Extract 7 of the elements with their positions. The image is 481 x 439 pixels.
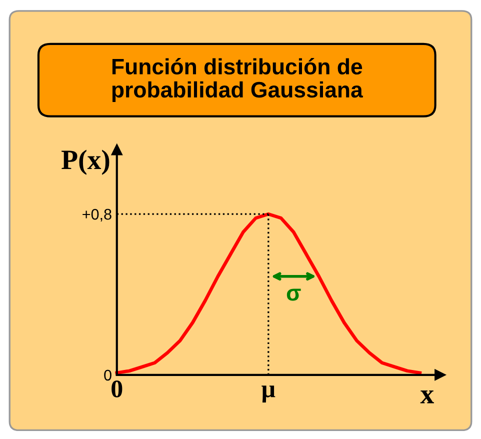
- y-tick-label: +0,8: [82, 208, 112, 222]
- line-series: [115, 212, 422, 375]
- chart-title: Función distribución de probabilidad Gaussiana: [112, 58, 363, 102]
- x-tick-label: μ: [262, 386, 276, 402]
- y-axis-title: P(x): [62, 150, 110, 175]
- annotation: σ: [286, 288, 301, 301]
- x-axis-title: x: [420, 390, 434, 404]
